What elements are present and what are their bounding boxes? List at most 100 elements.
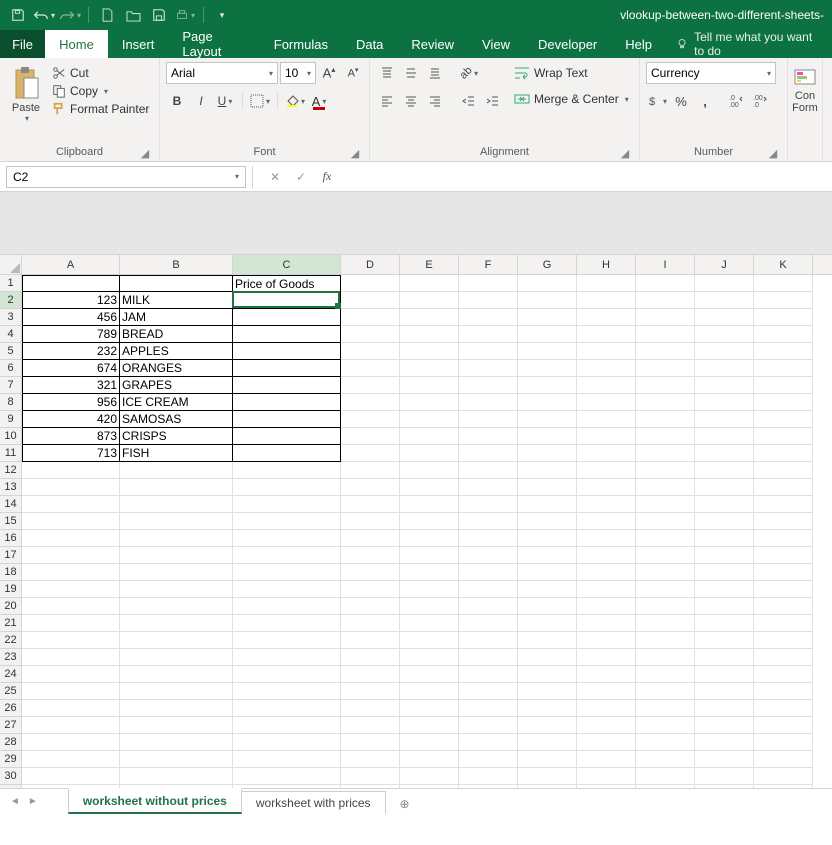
cell-E28[interactable]: [400, 734, 459, 751]
row-header-26[interactable]: 26: [0, 700, 22, 717]
cell-G3[interactable]: [518, 309, 577, 326]
tab-file[interactable]: File: [0, 30, 45, 58]
format-painter-button[interactable]: Format Painter: [52, 102, 149, 116]
cell-A30[interactable]: [22, 768, 120, 785]
cell-K12[interactable]: [754, 462, 813, 479]
cell-A6[interactable]: 674: [22, 360, 120, 377]
cell-J14[interactable]: [695, 496, 754, 513]
cell-H16[interactable]: [577, 530, 636, 547]
cell-I13[interactable]: [636, 479, 695, 496]
cell-B21[interactable]: [120, 615, 233, 632]
cell-J9[interactable]: [695, 411, 754, 428]
cell-I18[interactable]: [636, 564, 695, 581]
cell-C29[interactable]: [233, 751, 341, 768]
cell-F5[interactable]: [459, 343, 518, 360]
cell-K18[interactable]: [754, 564, 813, 581]
cell-E3[interactable]: [400, 309, 459, 326]
row-header-19[interactable]: 19: [0, 581, 22, 598]
tab-developer[interactable]: Developer: [524, 30, 611, 58]
row-header-30[interactable]: 30: [0, 768, 22, 785]
row-header-29[interactable]: 29: [0, 751, 22, 768]
column-header-D[interactable]: D: [341, 255, 400, 274]
cell-G18[interactable]: [518, 564, 577, 581]
cell-G2[interactable]: [518, 292, 577, 309]
cell-J31[interactable]: [695, 785, 754, 788]
cell-F21[interactable]: [459, 615, 518, 632]
cell-E11[interactable]: [400, 445, 459, 462]
cell-A2[interactable]: 123: [22, 292, 120, 309]
cell-I14[interactable]: [636, 496, 695, 513]
cell-C3[interactable]: [233, 309, 341, 326]
formula-input[interactable]: [339, 166, 832, 188]
cell-K7[interactable]: [754, 377, 813, 394]
cell-C1[interactable]: Price of Goods: [233, 275, 341, 292]
cell-C17[interactable]: [233, 547, 341, 564]
cell-B7[interactable]: GRAPES: [120, 377, 233, 394]
cell-K2[interactable]: [754, 292, 813, 309]
cell-H22[interactable]: [577, 632, 636, 649]
cell-B11[interactable]: FISH: [120, 445, 233, 462]
cell-E25[interactable]: [400, 683, 459, 700]
cell-K29[interactable]: [754, 751, 813, 768]
cell-D18[interactable]: [341, 564, 400, 581]
cell-I17[interactable]: [636, 547, 695, 564]
cell-F20[interactable]: [459, 598, 518, 615]
name-box[interactable]: C2▾: [6, 166, 246, 188]
font-color-button[interactable]: A▾: [308, 90, 330, 112]
cell-A9[interactable]: 420: [22, 411, 120, 428]
cell-K4[interactable]: [754, 326, 813, 343]
align-bottom-button[interactable]: [424, 62, 446, 84]
cell-F23[interactable]: [459, 649, 518, 666]
font-name-select[interactable]: Arial▾: [166, 62, 278, 84]
cell-E15[interactable]: [400, 513, 459, 530]
column-header-C[interactable]: C: [233, 255, 341, 274]
add-sheet-button[interactable]: ⊕: [393, 794, 417, 814]
cell-E19[interactable]: [400, 581, 459, 598]
cell-D20[interactable]: [341, 598, 400, 615]
cell-C20[interactable]: [233, 598, 341, 615]
cell-E7[interactable]: [400, 377, 459, 394]
sheet-tab-active[interactable]: worksheet without prices: [68, 788, 242, 814]
cell-E18[interactable]: [400, 564, 459, 581]
cell-G25[interactable]: [518, 683, 577, 700]
cell-K16[interactable]: [754, 530, 813, 547]
cell-J17[interactable]: [695, 547, 754, 564]
cell-I23[interactable]: [636, 649, 695, 666]
cell-H29[interactable]: [577, 751, 636, 768]
row-header-27[interactable]: 27: [0, 717, 22, 734]
cell-E5[interactable]: [400, 343, 459, 360]
cell-B29[interactable]: [120, 751, 233, 768]
accounting-format-button[interactable]: $▾: [646, 90, 668, 112]
cell-G29[interactable]: [518, 751, 577, 768]
row-header-12[interactable]: 12: [0, 462, 22, 479]
cell-F19[interactable]: [459, 581, 518, 598]
cell-F26[interactable]: [459, 700, 518, 717]
cell-H8[interactable]: [577, 394, 636, 411]
cell-E26[interactable]: [400, 700, 459, 717]
cell-F18[interactable]: [459, 564, 518, 581]
cell-D1[interactable]: [341, 275, 400, 292]
insert-function-button[interactable]: fx: [315, 166, 339, 188]
cell-H24[interactable]: [577, 666, 636, 683]
conditional-formatting-icon[interactable]: [793, 66, 817, 90]
cell-C27[interactable]: [233, 717, 341, 734]
cell-A20[interactable]: [22, 598, 120, 615]
cell-G24[interactable]: [518, 666, 577, 683]
cell-D3[interactable]: [341, 309, 400, 326]
accept-formula-button[interactable]: ✓: [289, 166, 313, 188]
cell-H6[interactable]: [577, 360, 636, 377]
cell-I21[interactable]: [636, 615, 695, 632]
cell-K20[interactable]: [754, 598, 813, 615]
cell-C6[interactable]: [233, 360, 341, 377]
cell-J23[interactable]: [695, 649, 754, 666]
cell-J30[interactable]: [695, 768, 754, 785]
cancel-formula-button[interactable]: ✕: [263, 166, 287, 188]
cell-B25[interactable]: [120, 683, 233, 700]
cell-J20[interactable]: [695, 598, 754, 615]
cell-G21[interactable]: [518, 615, 577, 632]
cell-K22[interactable]: [754, 632, 813, 649]
cell-J6[interactable]: [695, 360, 754, 377]
cell-D29[interactable]: [341, 751, 400, 768]
cell-K31[interactable]: [754, 785, 813, 788]
tab-data[interactable]: Data: [342, 30, 397, 58]
